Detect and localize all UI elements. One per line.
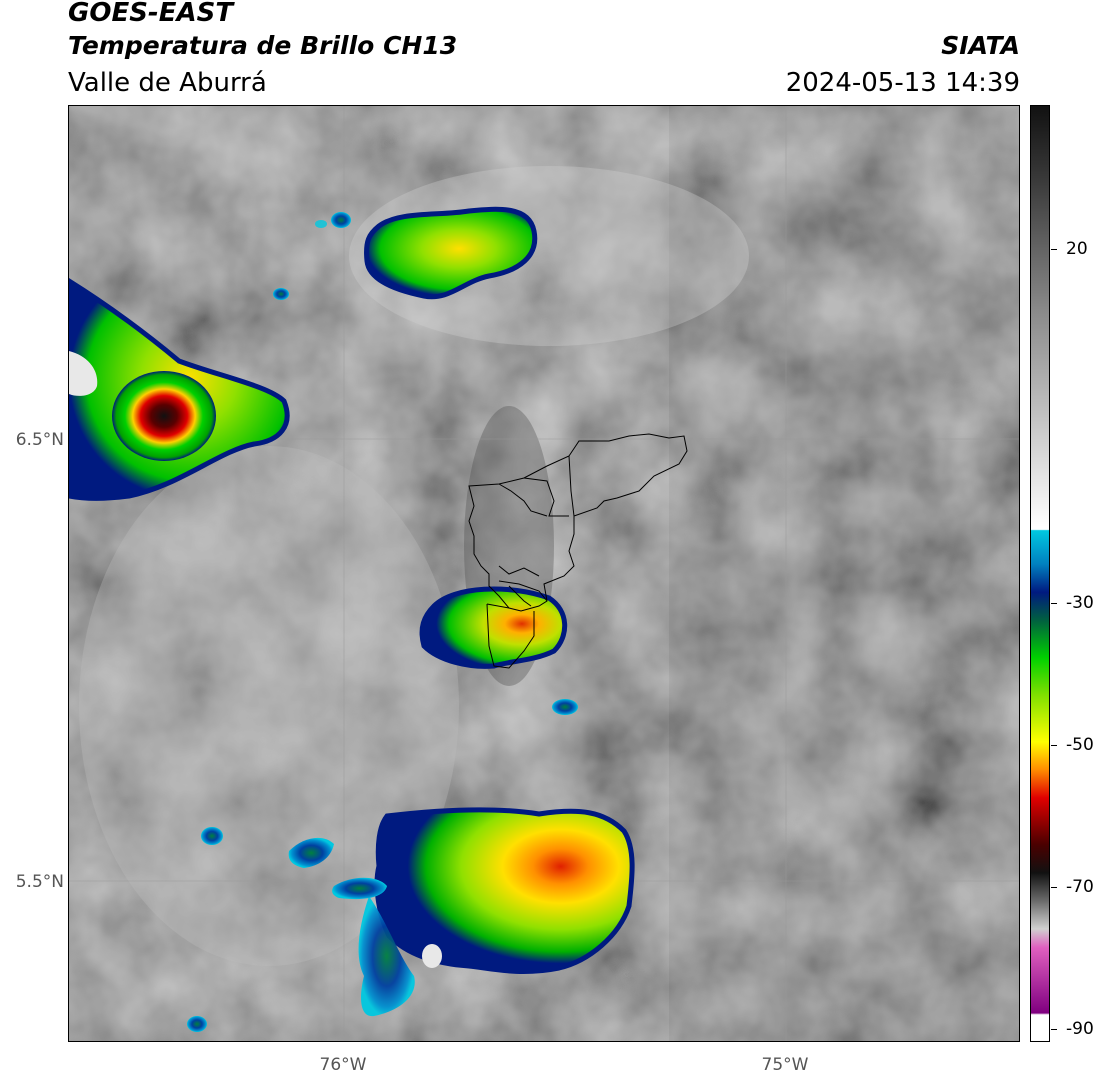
colorbar-label-minus70: -70 [1066,877,1094,897]
product-title: Temperatura de Brillo CH13 [68,31,458,60]
colorbar-tick-mark [1051,745,1057,746]
colorbar-tick-mark [1051,603,1057,604]
colorbar-label-minus50: -50 [1066,735,1094,755]
satellite-map [68,105,1020,1042]
valle-aburra-boundaries [468,433,688,669]
colorbar-tick-mark [1051,887,1057,888]
timestamp-label: 2024-05-13 14:39 [785,68,1020,98]
region-label: Valle de Aburrá [68,68,267,98]
storm-cell-north [364,206,538,300]
storm-cell-south [288,807,635,1017]
colorbar-label-minus90: -90 [1066,1019,1094,1039]
lon-label-75: 75°W [761,1055,809,1075]
colorbar-label-minus30: -30 [1066,593,1094,613]
lat-label-6-5: 6.5°N [15,430,64,450]
temperature-colorbar [1030,105,1050,1042]
colorbar-label-20: 20 [1066,239,1088,259]
lon-label-76: 76°W [319,1055,367,1075]
organization-label: SIATA [941,31,1020,60]
storm-cell-center [419,586,568,669]
colorbar-tick-mark [1051,1029,1057,1030]
colorbar-tick-mark [1051,249,1057,250]
storm-cell-northwest [69,278,290,501]
satellite-title: GOES-EAST [68,0,234,28]
lat-label-5-5: 5.5°N [15,872,64,892]
